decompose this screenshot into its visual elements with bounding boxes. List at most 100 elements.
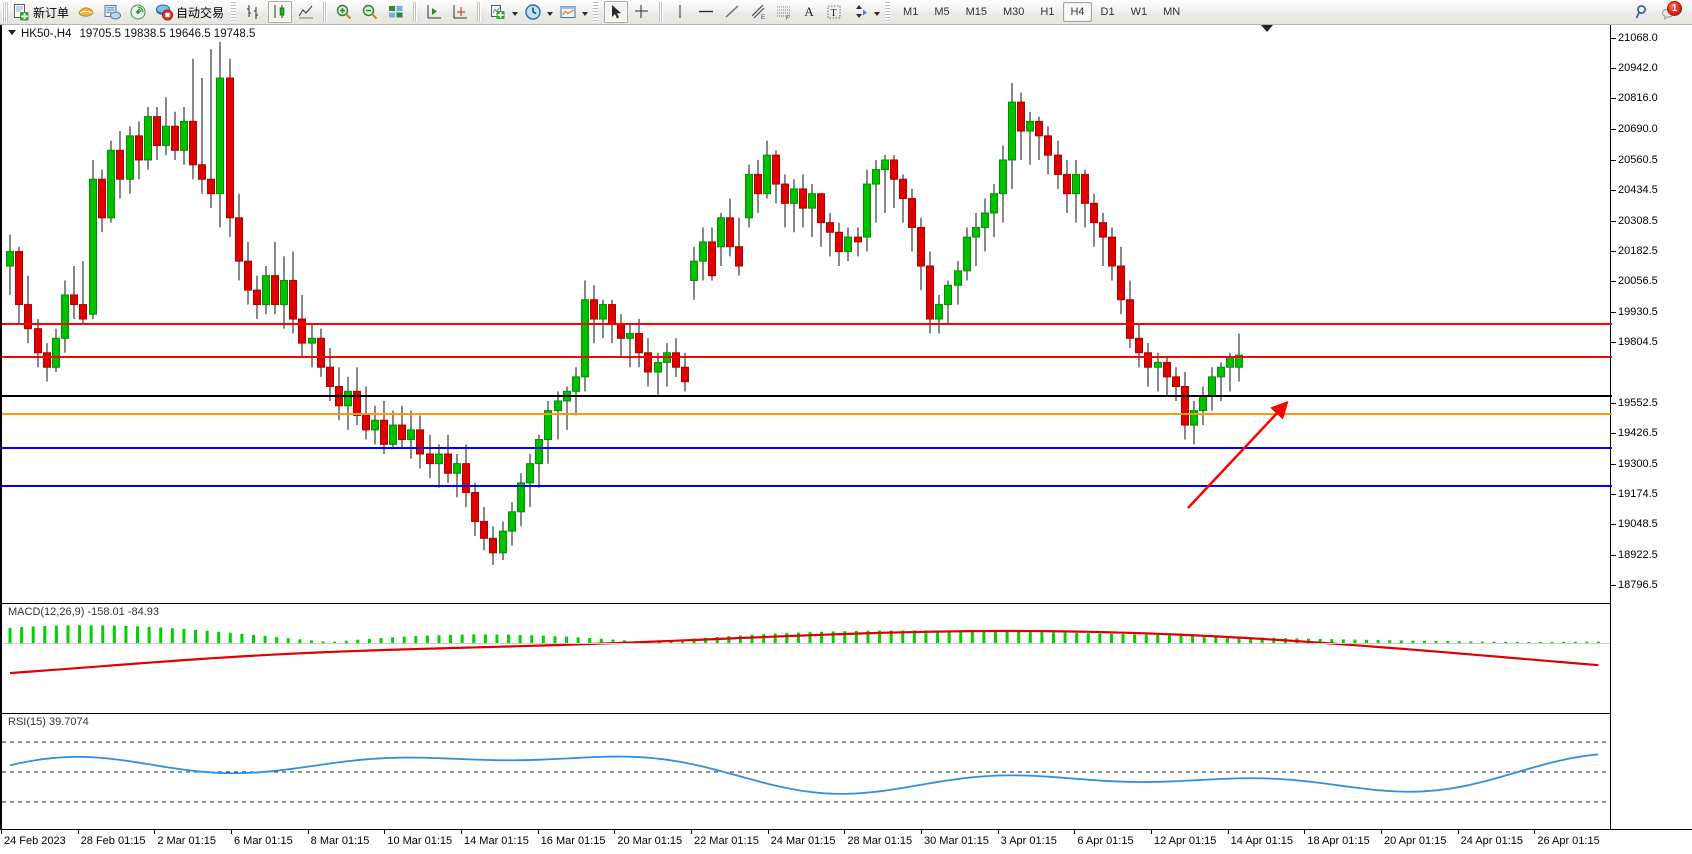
time-tick xyxy=(997,830,999,834)
signals-button[interactable] xyxy=(126,1,150,23)
auto-scroll-icon xyxy=(453,5,468,19)
price-tick xyxy=(1611,584,1616,586)
level-line-pivot[interactable] xyxy=(2,413,1612,415)
period-button[interactable] xyxy=(521,1,545,23)
chart-symbol-label: HK50-,H4 xyxy=(21,28,72,40)
signals-icon xyxy=(130,4,146,20)
new-order-button[interactable]: 新订单 xyxy=(9,1,72,23)
time-tick xyxy=(844,830,846,834)
search-button[interactable] xyxy=(1631,1,1655,23)
time-tick-label: 16 Mar 01:15 xyxy=(540,835,606,847)
toolbar-separator-2 xyxy=(413,2,418,22)
macd-pane[interactable]: MACD(12,26,9) -158.01 -84.93 xyxy=(2,603,1612,711)
trendline-button[interactable] xyxy=(720,1,744,23)
chart-window[interactable]: HK50-,H4 19705.5 19838.5 19646.5 19748.5 xyxy=(0,25,1692,854)
line-chart-button[interactable] xyxy=(294,1,318,23)
zoom-in-button[interactable] xyxy=(332,1,356,23)
auto-scroll-button[interactable] xyxy=(448,1,472,23)
price-tick xyxy=(1611,342,1616,344)
zoom-out-button[interactable] xyxy=(358,1,382,23)
cursor-icon xyxy=(612,5,622,19)
rsi-series xyxy=(2,741,1612,803)
level-line-current-price[interactable] xyxy=(2,395,1612,397)
time-tick xyxy=(1534,830,1536,834)
timeframe-mn[interactable]: MN xyxy=(1163,6,1181,18)
toolbar-group-grip-2[interactable] xyxy=(593,2,599,22)
level-line-support-2[interactable] xyxy=(2,485,1612,487)
price-tick-label: 19048.5 xyxy=(1618,518,1658,531)
bar-chart-button[interactable] xyxy=(242,1,266,23)
terminal-button[interactable] xyxy=(100,1,124,23)
fibonacci-button[interactable]: F xyxy=(772,1,796,23)
timeframe-m15[interactable]: M15 xyxy=(965,6,987,18)
price-tick-label: 20308.5 xyxy=(1618,214,1658,227)
rsi-pane[interactable]: RSI(15) 39.7074 xyxy=(2,713,1612,829)
timeframe-w1[interactable]: W1 xyxy=(1130,6,1148,18)
templates-dropdown-caret[interactable] xyxy=(582,11,589,16)
level-line-resistance-1[interactable] xyxy=(2,323,1612,325)
text-button[interactable]: A xyxy=(804,4,814,19)
vertical-line-icon xyxy=(679,5,681,18)
toolbar-group-grip-3[interactable] xyxy=(885,2,891,22)
price-axis[interactable]: 21068.0 20942.0 20816.0 20690.0 20560.5 20434… xyxy=(1610,25,1692,829)
time-tick xyxy=(384,830,386,834)
terminal-icon xyxy=(104,5,122,20)
shift-end-button[interactable] xyxy=(422,1,446,23)
price-pane[interactable] xyxy=(2,25,1612,601)
indicators-button[interactable] xyxy=(486,1,510,23)
price-tick-label: 19804.5 xyxy=(1618,336,1658,349)
time-tick-label: 14 Apr 01:15 xyxy=(1230,835,1294,847)
time-tick-label: 18 Apr 01:15 xyxy=(1307,835,1370,847)
price-tick xyxy=(1611,159,1616,161)
time-axis[interactable]: 24 Feb 2023 28 Feb 01:15 2 Mar 01:15 6 Mar … xyxy=(0,829,1692,854)
tile-windows-icon xyxy=(389,6,403,18)
equidistant-channel-button[interactable]: E xyxy=(746,1,770,23)
timeframe-h4[interactable]: H4 xyxy=(1063,2,1092,22)
zoom-out-icon xyxy=(362,4,378,20)
time-tick-label: 10 Mar 01:15 xyxy=(387,835,453,847)
crosshair-button[interactable] xyxy=(630,1,654,23)
level-line-resistance-2[interactable] xyxy=(2,356,1612,358)
templates-icon xyxy=(560,6,576,18)
price-tick xyxy=(1611,433,1616,435)
horizontal-line-button[interactable] xyxy=(694,1,718,23)
time-tick-label: 24 Mar 01:15 xyxy=(770,835,836,847)
auto-trading-button[interactable]: 自动交易 xyxy=(152,1,227,23)
tile-windows-button[interactable] xyxy=(384,1,408,23)
svg-text:E: E xyxy=(761,15,765,21)
theme-button[interactable] xyxy=(74,1,98,23)
toolbar-group-grip[interactable] xyxy=(231,2,237,22)
price-tick-label: 20182.5 xyxy=(1618,244,1658,257)
timeframe-m30[interactable]: M30 xyxy=(1003,6,1025,18)
svg-text:T: T xyxy=(831,8,837,19)
timeframe-m1[interactable]: M1 xyxy=(903,6,919,18)
price-tick xyxy=(1611,128,1616,130)
notification-count-badge: 1 xyxy=(1667,1,1682,16)
chart-plot-region[interactable]: HK50-,H4 19705.5 19838.5 19646.5 19748.5 xyxy=(0,25,1612,829)
price-tick xyxy=(1611,250,1616,252)
time-tick-label: 22 Mar 01:15 xyxy=(694,835,759,847)
period-dropdown-caret[interactable] xyxy=(547,11,554,16)
arrows-dropdown-caret[interactable] xyxy=(874,11,881,16)
chart-menu-caret[interactable] xyxy=(8,30,16,35)
time-tick-label: 28 Mar 01:15 xyxy=(847,835,913,847)
toolbar-drag-handle[interactable] xyxy=(2,1,8,23)
timeframe-d1[interactable]: D1 xyxy=(1100,6,1115,18)
indicators-dropdown-caret[interactable] xyxy=(512,11,519,16)
time-tick xyxy=(1074,830,1076,834)
timeframe-m5[interactable]: M5 xyxy=(934,6,950,18)
cursor-button[interactable] xyxy=(604,1,629,23)
time-tick xyxy=(1,830,2,834)
candlestick-chart-button[interactable] xyxy=(268,1,293,23)
vertical-line-button[interactable] xyxy=(668,1,692,23)
text-label-button[interactable]: T xyxy=(822,1,846,23)
price-tick-label: 19426.5 xyxy=(1618,427,1658,440)
level-line-support-1[interactable] xyxy=(2,447,1612,449)
arrows-button[interactable] xyxy=(848,1,872,23)
templates-button[interactable] xyxy=(556,1,580,23)
price-tick-label: 19930.5 xyxy=(1618,305,1658,318)
time-tick xyxy=(537,830,539,834)
time-tick xyxy=(767,830,769,834)
notification-button[interactable]: 1 xyxy=(1656,1,1682,23)
timeframe-h1[interactable]: H1 xyxy=(1040,6,1055,18)
